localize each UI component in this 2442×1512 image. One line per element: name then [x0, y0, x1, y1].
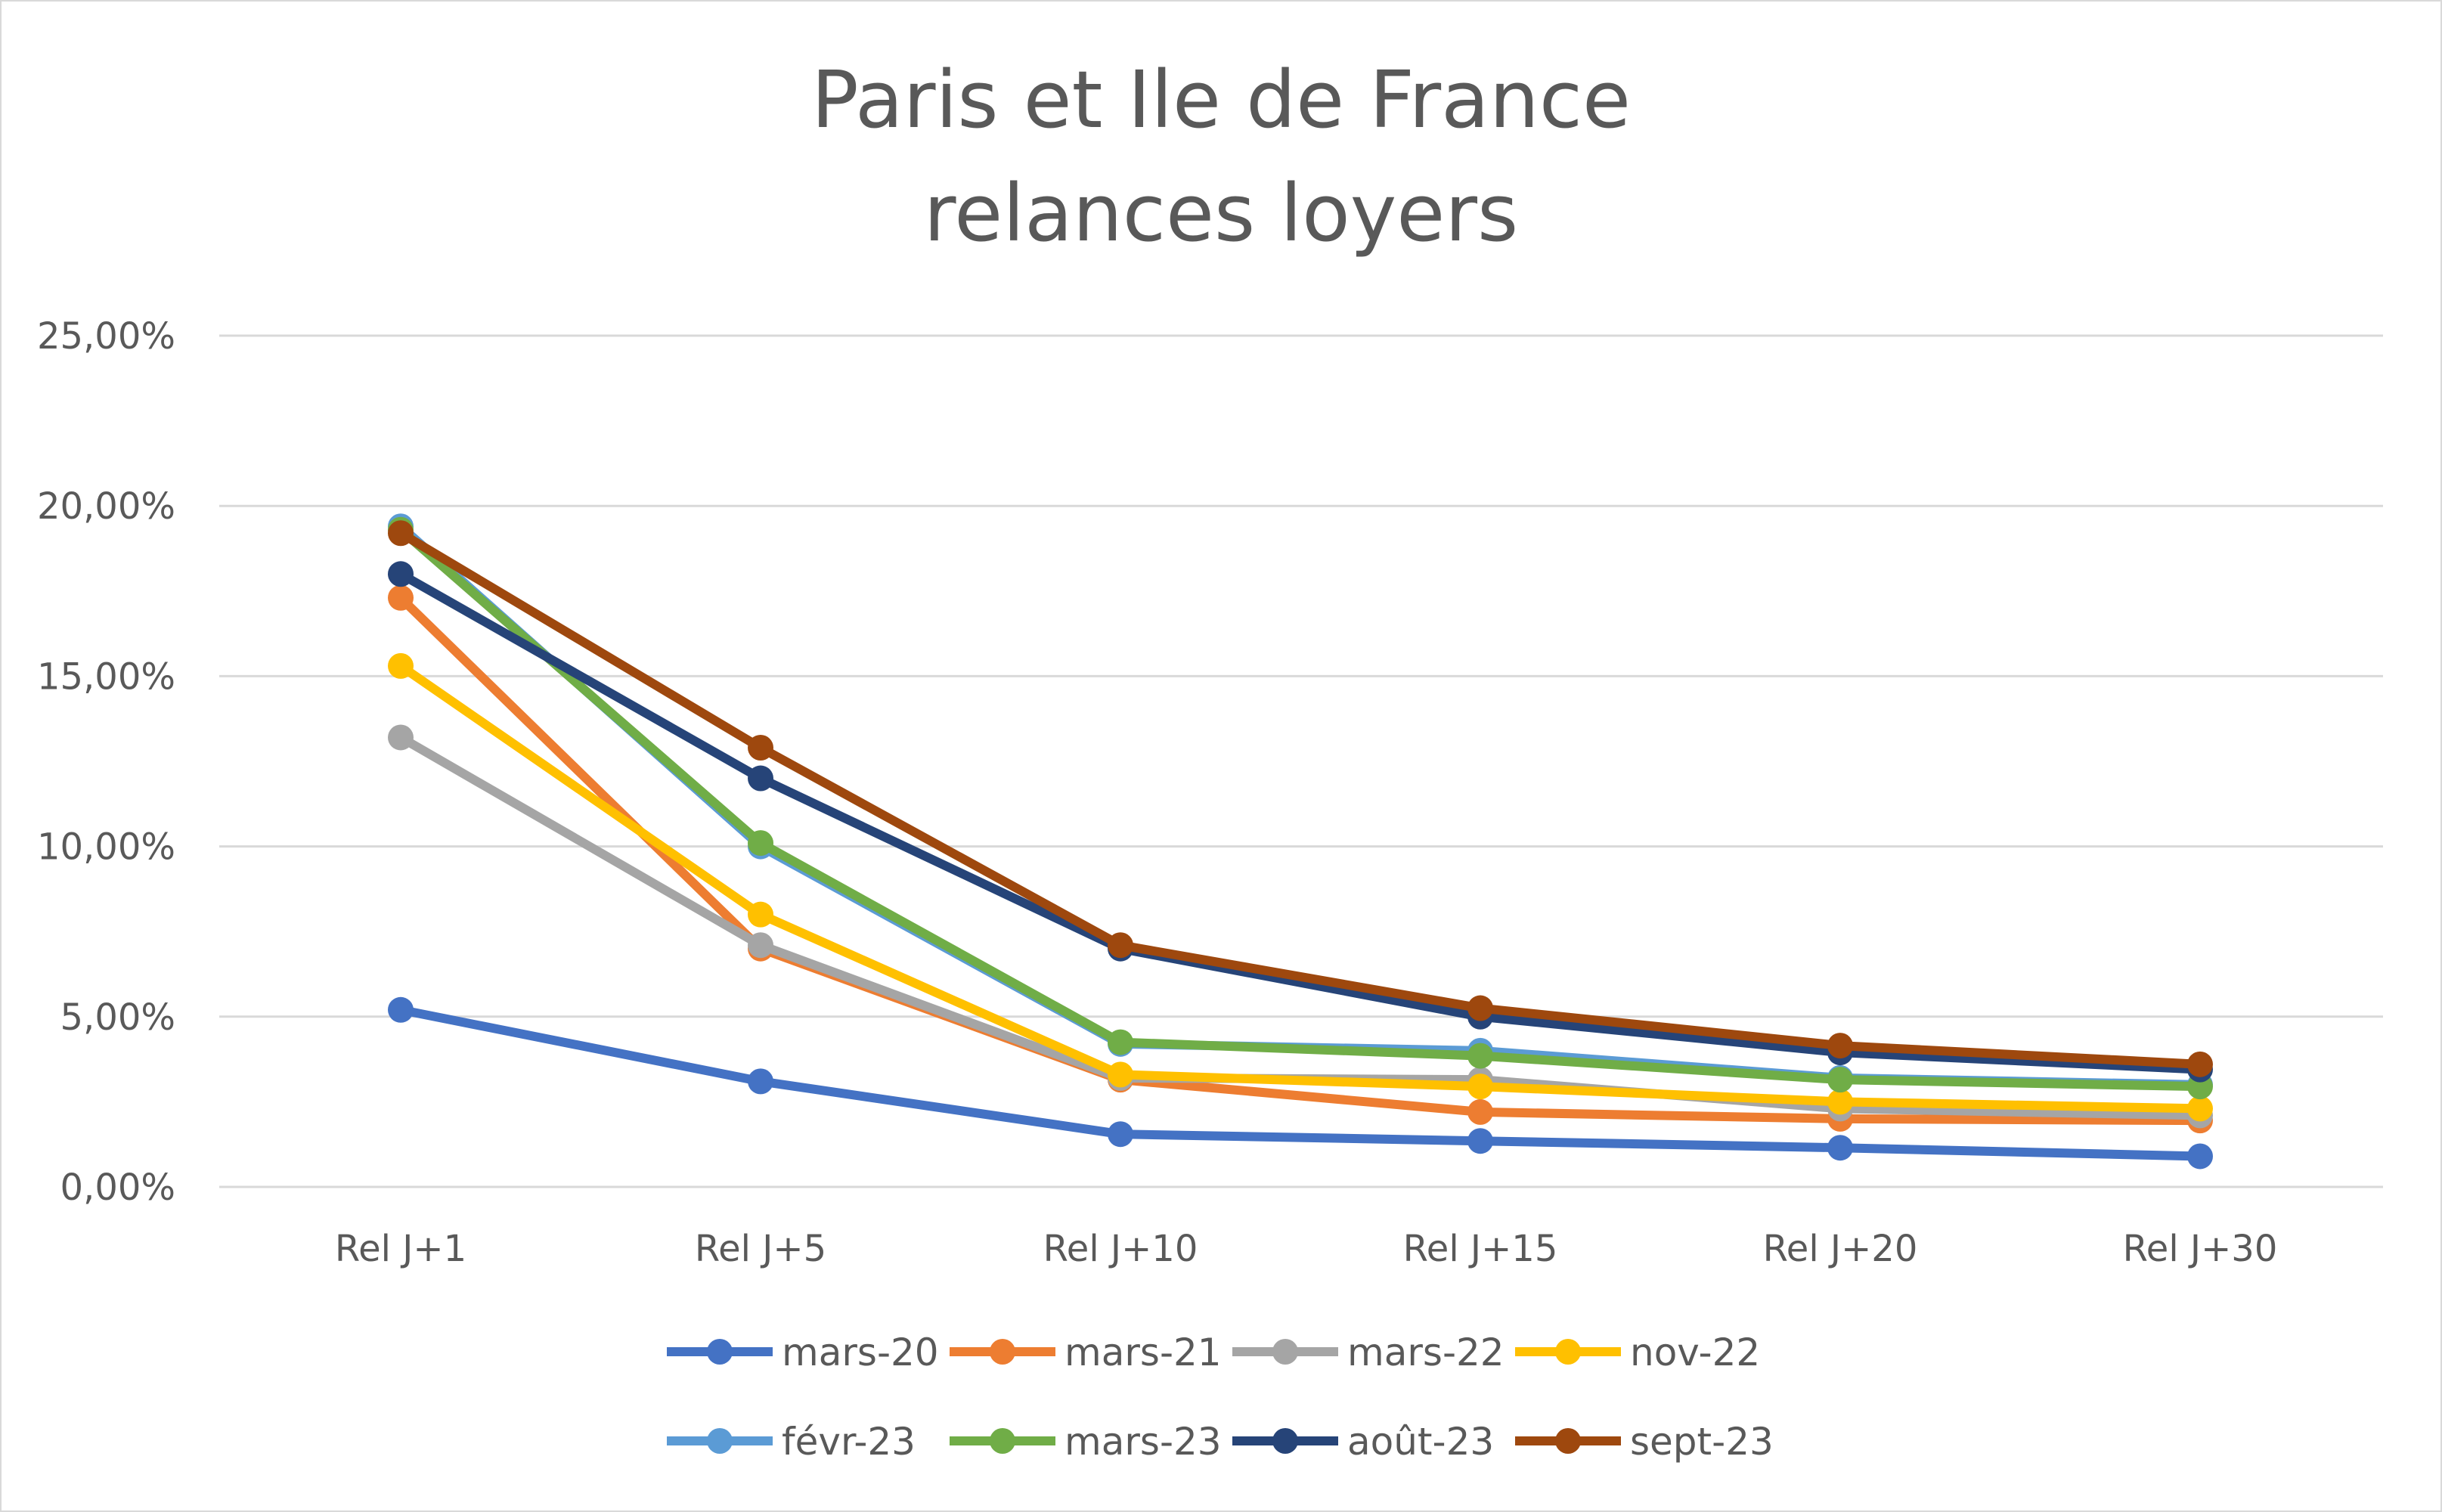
legend-label: août-23 [1347, 1420, 1494, 1464]
y-tick-label: 20,00% [37, 485, 175, 528]
data-point [748, 765, 773, 792]
data-point [748, 901, 773, 928]
legend: mars-20 mars-21 mars-22 nov-22 févr-23 mars-2… [667, 1331, 1774, 1464]
data-point [1108, 1061, 1133, 1088]
legend-item-mars-21: mars-21 [950, 1331, 1222, 1374]
legend-marker [990, 1339, 1015, 1365]
legend-label: sept-23 [1630, 1420, 1774, 1464]
data-point [1467, 995, 1493, 1021]
chart-title-line-2: relances loyers [924, 167, 1518, 259]
legend-label: févr-23 [782, 1420, 916, 1464]
legend-marker [1272, 1428, 1298, 1454]
legend-item-mars-23: mars-23 [950, 1420, 1222, 1464]
series-line [396, 522, 2205, 1089]
legend-label: mars-23 [1065, 1420, 1222, 1464]
data-point [2187, 1095, 2213, 1122]
chart-title-line-1: Paris et Ile de France [811, 54, 1631, 146]
data-point [1467, 1128, 1493, 1154]
series-mars-23 [388, 516, 2213, 1100]
data-point [388, 652, 414, 679]
data-point [2187, 1143, 2213, 1170]
series-line [396, 569, 2205, 1074]
y-tick-label: 5,00% [60, 996, 175, 1039]
series-line [396, 661, 2205, 1114]
series-mars-22 [388, 724, 2213, 1129]
data-point [388, 520, 414, 547]
y-tick-label: 0,00% [60, 1167, 175, 1209]
data-point [748, 734, 773, 761]
series-lines [388, 513, 2213, 1170]
series-févr-23 [388, 513, 2213, 1098]
data-point [748, 932, 773, 959]
series-sept-23 [388, 520, 2213, 1077]
data-point [2187, 1051, 2213, 1077]
legend-marker [707, 1428, 733, 1454]
legend-marker [1555, 1428, 1581, 1454]
chart-title: Paris et Ile de France relances loyers [811, 54, 1631, 259]
y-tick-label: 15,00% [37, 655, 175, 698]
x-tick-label: Rel J+30 [2123, 1228, 2278, 1270]
series-line [396, 528, 2205, 1069]
legend-item-févr-23: févr-23 [667, 1420, 916, 1464]
series-line [396, 593, 2205, 1126]
x-tick-label: Rel J+10 [1043, 1228, 1198, 1270]
data-point [1467, 1043, 1493, 1069]
data-point [748, 830, 773, 857]
data-point [388, 724, 414, 751]
data-point [388, 561, 414, 587]
data-point [1827, 1135, 1853, 1161]
y-tick-label: 10,00% [37, 826, 175, 869]
legend-label: nov-22 [1630, 1331, 1760, 1374]
x-tick-label: Rel J+1 [335, 1228, 466, 1270]
legend-marker [1555, 1339, 1581, 1365]
data-point [1467, 1074, 1493, 1100]
series-line [396, 1005, 2205, 1161]
data-point [388, 996, 414, 1023]
x-axis: Rel J+1 Rel J+5 Rel J+10 Rel J+15 Rel J+20 Re… [335, 1228, 2278, 1270]
legend-item-mars-22: mars-22 [1232, 1331, 1505, 1374]
x-tick-label: Rel J+20 [1763, 1228, 1918, 1270]
legend-marker [1272, 1339, 1298, 1365]
data-point [388, 584, 414, 611]
legend-label: mars-20 [782, 1331, 939, 1374]
legend-item-sept-23: sept-23 [1515, 1420, 1774, 1464]
data-point [1467, 1098, 1493, 1125]
legend-item-mars-20: mars-20 [667, 1331, 939, 1374]
legend-label: mars-22 [1347, 1331, 1505, 1374]
legend-marker [707, 1339, 733, 1365]
data-point [1108, 1121, 1133, 1148]
data-point [1108, 1029, 1133, 1055]
data-point [1827, 1089, 1853, 1115]
x-tick-label: Rel J+15 [1403, 1228, 1558, 1270]
series-nov-22 [388, 652, 2213, 1122]
series-mars-20 [388, 996, 2213, 1170]
series-line [396, 525, 2205, 1092]
gridlines [219, 334, 2383, 1188]
legend-label: mars-21 [1065, 1331, 1222, 1374]
x-tick-label: Rel J+5 [695, 1228, 826, 1270]
series-août-23 [388, 561, 2213, 1083]
data-point [1108, 932, 1133, 959]
data-point [1827, 1033, 1853, 1059]
legend-item-août-23: août-23 [1232, 1420, 1494, 1464]
data-point [1827, 1067, 1853, 1093]
legend-marker [990, 1428, 1015, 1454]
y-axis: 0,00% 5,00% 10,00% 15,00% 20,00% 25,00% [37, 315, 175, 1209]
y-tick-label: 25,00% [37, 315, 175, 358]
data-point [748, 1068, 773, 1095]
legend-item-nov-22: nov-22 [1515, 1331, 1760, 1374]
